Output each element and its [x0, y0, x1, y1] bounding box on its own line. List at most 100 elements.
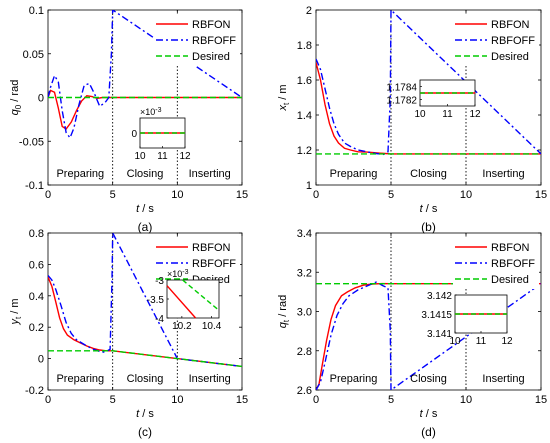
phase-label: Inserting: [189, 168, 231, 180]
y-tick-label: 1: [306, 180, 312, 192]
legend-entry: RBFON: [491, 19, 530, 31]
y-tick-label: 3.4: [297, 228, 312, 240]
legend-box: [154, 14, 240, 66]
inset-x-tick-label: 12: [501, 336, 513, 347]
inset-y-tick-label: 3.141: [427, 329, 452, 340]
legend-box: [453, 14, 539, 66]
inset-y-tick-label: 0: [131, 129, 137, 140]
legend-entry: RBFOFF: [491, 258, 535, 270]
inset-y-tick-label: 3.1415: [421, 310, 452, 321]
x-tick-label: 0: [45, 394, 51, 406]
legend-entry: RBFOFF: [192, 35, 236, 47]
series-group: [48, 233, 242, 368]
x-tick-label: 5: [110, 189, 116, 201]
inset-x-tick-label: 10.2: [172, 321, 192, 332]
legend-entry: RBFON: [192, 242, 231, 254]
chart-panel: 0 5 10 15 -0.1 -0.05 0 0.05 0.1 Preparing Closing I…: [9, 5, 248, 234]
y-axis-label: yt / m: [9, 298, 23, 325]
inset-exponent: ×10-3: [140, 107, 162, 117]
y-tick-label: -0.05: [19, 136, 44, 148]
y-tick-label: 2.8: [297, 346, 312, 358]
y-tick-label: 0: [38, 93, 44, 105]
inset-x-tick-label: 10: [134, 151, 146, 162]
phase-label: Inserting: [482, 373, 524, 385]
inset-y-tick-label: 3.142: [427, 291, 452, 302]
x-axis-label: t / s: [420, 408, 438, 420]
inset-x-tick-label: 10: [449, 336, 461, 347]
inset-x-tick-label: 12: [469, 109, 481, 120]
phase-label: Inserting: [482, 168, 524, 180]
chart-panel: 0 5 10 15 2.6 2.8 3.0 3.2 3.4 Preparing Closing Ins…: [277, 228, 547, 439]
y-tick-label: 1.8: [297, 40, 312, 52]
inset: 10 11 12 0 ×10-3: [131, 107, 191, 162]
x-tick-label: 0: [45, 189, 51, 201]
phase-label: Preparing: [330, 373, 378, 385]
inset-exponent: ×10-3: [167, 269, 189, 279]
inset-frame: [166, 279, 220, 319]
series-group: [316, 281, 541, 390]
legend-entry: RBFON: [192, 19, 231, 31]
inset-x-tick-label: 11: [157, 151, 168, 162]
legend: RBFON RBFOFF Desired: [453, 14, 539, 66]
legend-entry: Desired: [491, 51, 529, 63]
legend: RBFON RBFOFF Desired: [154, 14, 240, 66]
panel-label: (d): [421, 425, 436, 439]
series-line-rbfon: [316, 62, 541, 155]
inset: 10 11 12 1.1784 1.1782: [386, 79, 481, 120]
inset-x-tick-label: 12: [179, 151, 191, 162]
phase-label: Closing: [410, 168, 447, 180]
phase-label: Preparing: [330, 168, 378, 180]
x-tick-label: 5: [388, 394, 394, 406]
y-tick-label: -0.1: [25, 180, 44, 192]
legend-entry: Desired: [491, 274, 529, 286]
chart-panel: 0 5 10 15 1 1.2 1.4 1.6 1.8 2 Preparing Closing Inse…: [277, 5, 547, 234]
y-axis-label: xt / m: [277, 84, 291, 111]
phase-label: Closing: [410, 373, 447, 385]
y-tick-label: 2.6: [297, 385, 312, 397]
y-tick-label: 3.2: [297, 267, 312, 279]
y-axis-label: qt / rad: [277, 295, 291, 328]
y-tick-label: 1.6: [297, 75, 312, 87]
y-tick-label: 0.8: [29, 228, 44, 240]
inset-y-tick-label: 1.1782: [386, 96, 417, 107]
y-tick-label: 3.0: [297, 307, 312, 319]
x-tick-label: 0: [313, 394, 319, 406]
series-line-rbfoff: [316, 281, 541, 390]
legend-entry: Desired: [192, 51, 230, 63]
series-line-desired: [48, 350, 242, 368]
y-tick-label: 0.2: [29, 322, 44, 334]
x-tick-label: 5: [388, 189, 394, 201]
phase-label: Closing: [127, 373, 164, 385]
legend-entry: RBFOFF: [491, 35, 535, 47]
x-tick-label: 15: [236, 394, 248, 406]
phase-label: Preparing: [56, 168, 104, 180]
x-axis-label: t / s: [136, 203, 154, 215]
panel-label: (b): [421, 220, 436, 234]
inset-y-tick-label: 1.1784: [386, 83, 417, 94]
y-axis-label: q0 / rad: [9, 80, 23, 116]
panel-label: (c): [138, 425, 152, 439]
inset-y-tick-label: -3.5: [147, 295, 165, 306]
x-tick-label: 15: [535, 394, 547, 406]
inset: 10.2 10.4 -3 -3.5 -4 ×10-3: [147, 269, 222, 332]
x-axis-label: t / s: [420, 203, 438, 215]
legend-entry: RBFOFF: [192, 258, 236, 270]
x-tick-label: 5: [110, 394, 116, 406]
plot-frame: [47, 232, 243, 391]
inset-y-tick-label: -4: [155, 314, 164, 325]
phase-label: Inserting: [189, 373, 231, 385]
inset-x-tick-label: 11: [476, 336, 487, 347]
y-tick-label: 0.05: [23, 49, 44, 61]
y-tick-label: 1.4: [297, 110, 312, 122]
y-tick-label: 0.1: [29, 5, 44, 17]
y-tick-label: 0.4: [29, 291, 44, 303]
y-tick-label: 0.6: [29, 259, 44, 271]
x-tick-label: 15: [236, 189, 248, 201]
plot-frame: [315, 9, 542, 186]
x-tick-label: 10: [171, 394, 183, 406]
series-group: [48, 10, 242, 140]
series-group: [316, 10, 541, 156]
x-tick-label: 15: [535, 189, 547, 201]
